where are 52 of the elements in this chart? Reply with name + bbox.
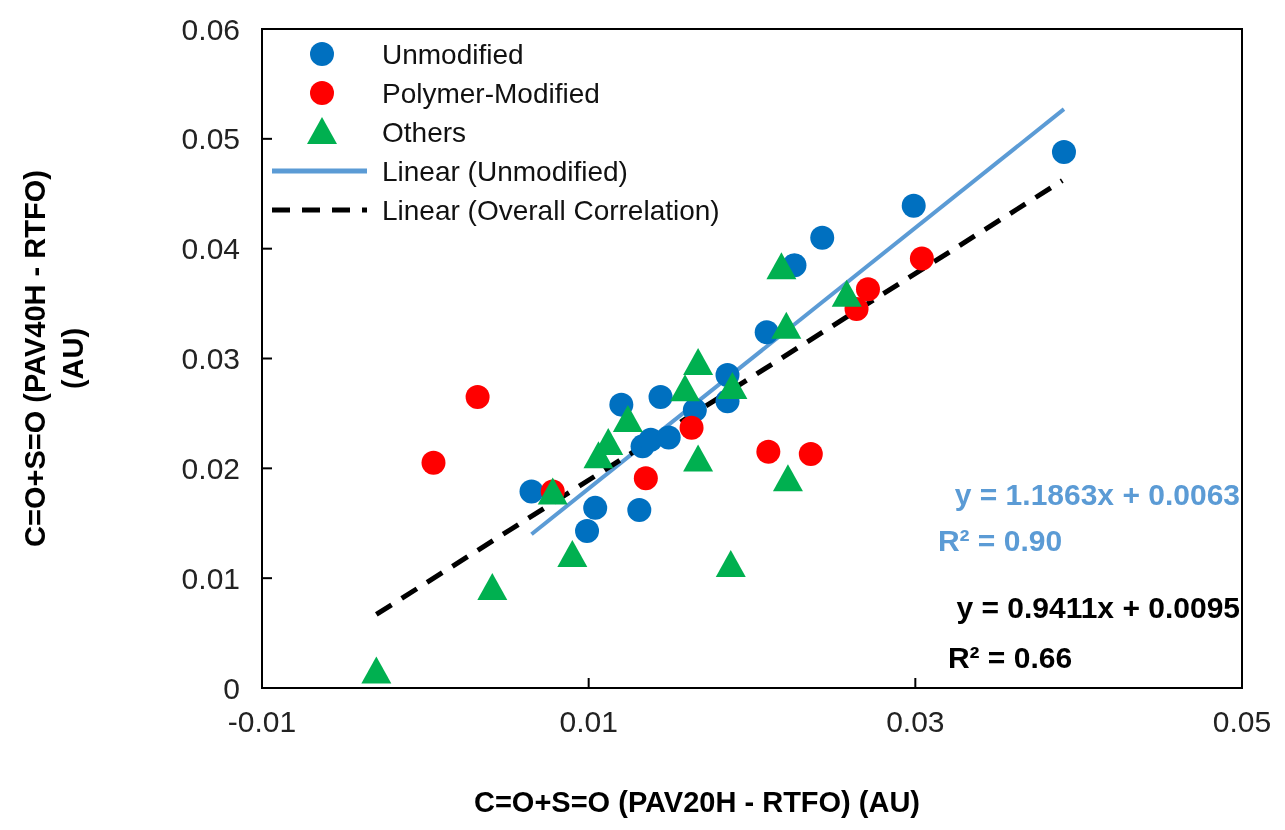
point xyxy=(717,372,748,400)
y-tick-label: 0.03 xyxy=(181,342,240,375)
y-tick-label: 0.01 xyxy=(181,561,240,595)
point xyxy=(465,384,490,409)
point xyxy=(627,498,652,523)
point xyxy=(477,573,508,601)
x-tick-label: 0.01 xyxy=(559,705,618,738)
point xyxy=(575,518,600,543)
legend-label: Unmodified xyxy=(382,38,524,70)
legend-label: Linear (Unmodified) xyxy=(382,155,628,187)
x-tick-label: 0.03 xyxy=(886,705,945,738)
legend-label: Polymer-Modified xyxy=(382,77,600,109)
annotation: R² = 0.66 xyxy=(947,641,1073,674)
point xyxy=(766,252,797,280)
legend-label: Others xyxy=(382,116,467,148)
y-tick-label: 0.02 xyxy=(181,451,240,485)
point xyxy=(831,279,862,307)
point xyxy=(583,495,608,520)
point xyxy=(633,466,658,491)
point xyxy=(715,549,746,577)
point xyxy=(810,225,835,250)
point xyxy=(557,540,588,568)
x-tick-label: 0.05 xyxy=(1212,705,1272,738)
legend-label: Linear (Overall Correlation) xyxy=(382,194,720,226)
y-tick-label: 0.05 xyxy=(181,122,240,156)
x-tick-label: -0.01 xyxy=(227,705,297,738)
y-axis-title: C=O+S=O (PAV40H - RTFO) (AU) xyxy=(19,170,89,547)
point xyxy=(909,246,934,271)
point xyxy=(656,425,681,450)
point xyxy=(901,193,926,218)
y-tick-label: 0.04 xyxy=(181,232,240,266)
y-tick-label: 0.06 xyxy=(181,12,240,46)
point xyxy=(756,439,781,464)
annotation: R² = 0.90 xyxy=(937,524,1063,557)
point xyxy=(612,405,643,433)
x-axis-title: C=O+S=O (PAV20H - RTFO) (AU) xyxy=(473,786,921,818)
point xyxy=(1051,140,1076,165)
annotation: y = 1.1863x + 0.0063 xyxy=(954,478,1240,511)
point xyxy=(798,442,823,467)
annotation: y = 0.9411x + 0.0095 xyxy=(956,591,1240,624)
point xyxy=(683,347,714,375)
point xyxy=(519,479,544,504)
point xyxy=(361,656,392,684)
point xyxy=(679,415,704,440)
point xyxy=(648,384,673,409)
point xyxy=(771,311,802,339)
point xyxy=(670,374,701,402)
point xyxy=(421,450,446,475)
point xyxy=(772,464,803,492)
point xyxy=(855,277,880,302)
point xyxy=(683,444,714,472)
y-tick-label: 0 xyxy=(223,671,240,705)
